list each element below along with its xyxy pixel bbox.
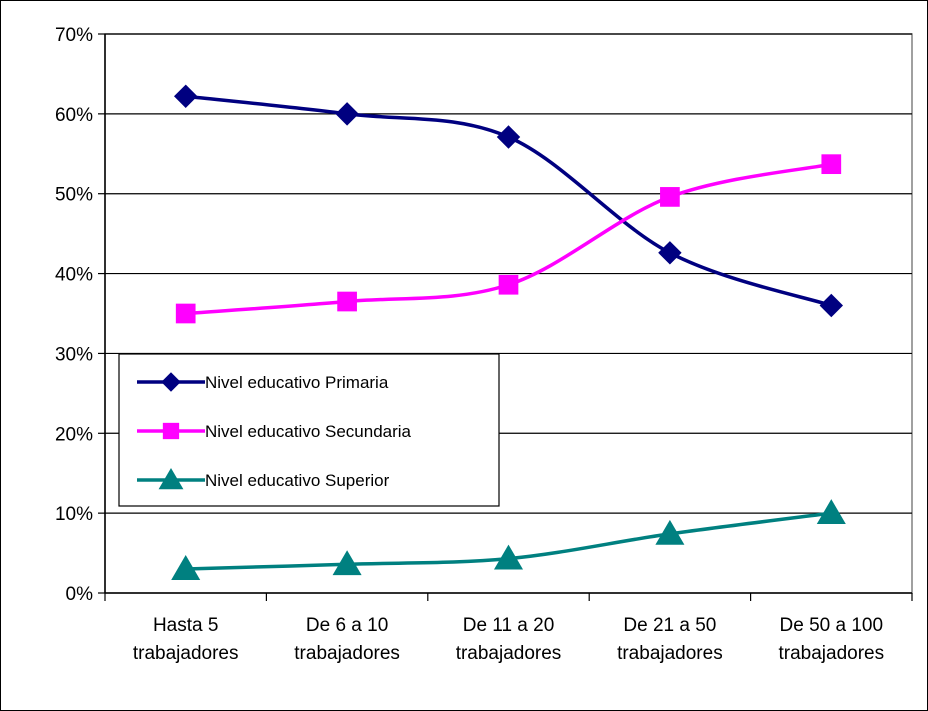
y-tick-label: 70% — [55, 25, 93, 46]
legend-label: Nivel educativo Primaria — [205, 373, 389, 392]
data-point — [335, 102, 359, 126]
data-series — [171, 84, 846, 580]
data-point — [493, 544, 524, 570]
data-point — [498, 274, 519, 295]
legend-label: Nivel educativo Superior — [205, 471, 390, 490]
legend-label: Nivel educativo Secundaria — [205, 422, 412, 441]
series-square — [175, 154, 842, 324]
data-point — [337, 291, 357, 312]
data-point — [496, 125, 521, 149]
y-tick-label: 20% — [55, 424, 93, 445]
data-point — [332, 550, 362, 576]
data-point — [173, 84, 198, 108]
legend: Nivel educativo Primaria Nivel educativo … — [118, 353, 500, 507]
legend-marker — [162, 422, 180, 440]
x-tick-label: De 50 a 100 trabajadores — [778, 615, 884, 664]
y-tick-label: 60% — [55, 105, 93, 126]
series-triangle — [171, 499, 846, 580]
x-tick-label: Hasta 5 trabajadores — [133, 615, 239, 664]
data-point — [171, 555, 201, 580]
data-point — [819, 293, 844, 318]
y-tick-label: 40% — [55, 265, 93, 286]
legend-marker — [161, 372, 181, 392]
x-tick-label: De 11 a 20 trabajadores — [456, 615, 562, 664]
x-tick-label: De 6 a 10 trabajadores — [294, 615, 400, 664]
axes: 0% 10% 20% 30% 40% 50% 60% 70% Hasta 5 trabajador… — [55, 25, 913, 664]
data-point — [658, 241, 682, 265]
series-diamond — [173, 84, 844, 318]
data-point — [821, 154, 842, 175]
data-point — [816, 499, 846, 525]
data-point — [660, 187, 680, 207]
plot-area — [104, 33, 913, 594]
x-tick-label: De 21 a 50 trabajadores — [617, 615, 723, 664]
y-tick-label: 50% — [55, 185, 93, 206]
legend-marker — [158, 468, 184, 490]
data-point — [655, 519, 685, 545]
y-tick-label: 30% — [55, 344, 93, 365]
data-point — [175, 303, 196, 324]
y-tick-label: 10% — [55, 504, 93, 525]
y-tick-label: 0% — [66, 584, 94, 605]
